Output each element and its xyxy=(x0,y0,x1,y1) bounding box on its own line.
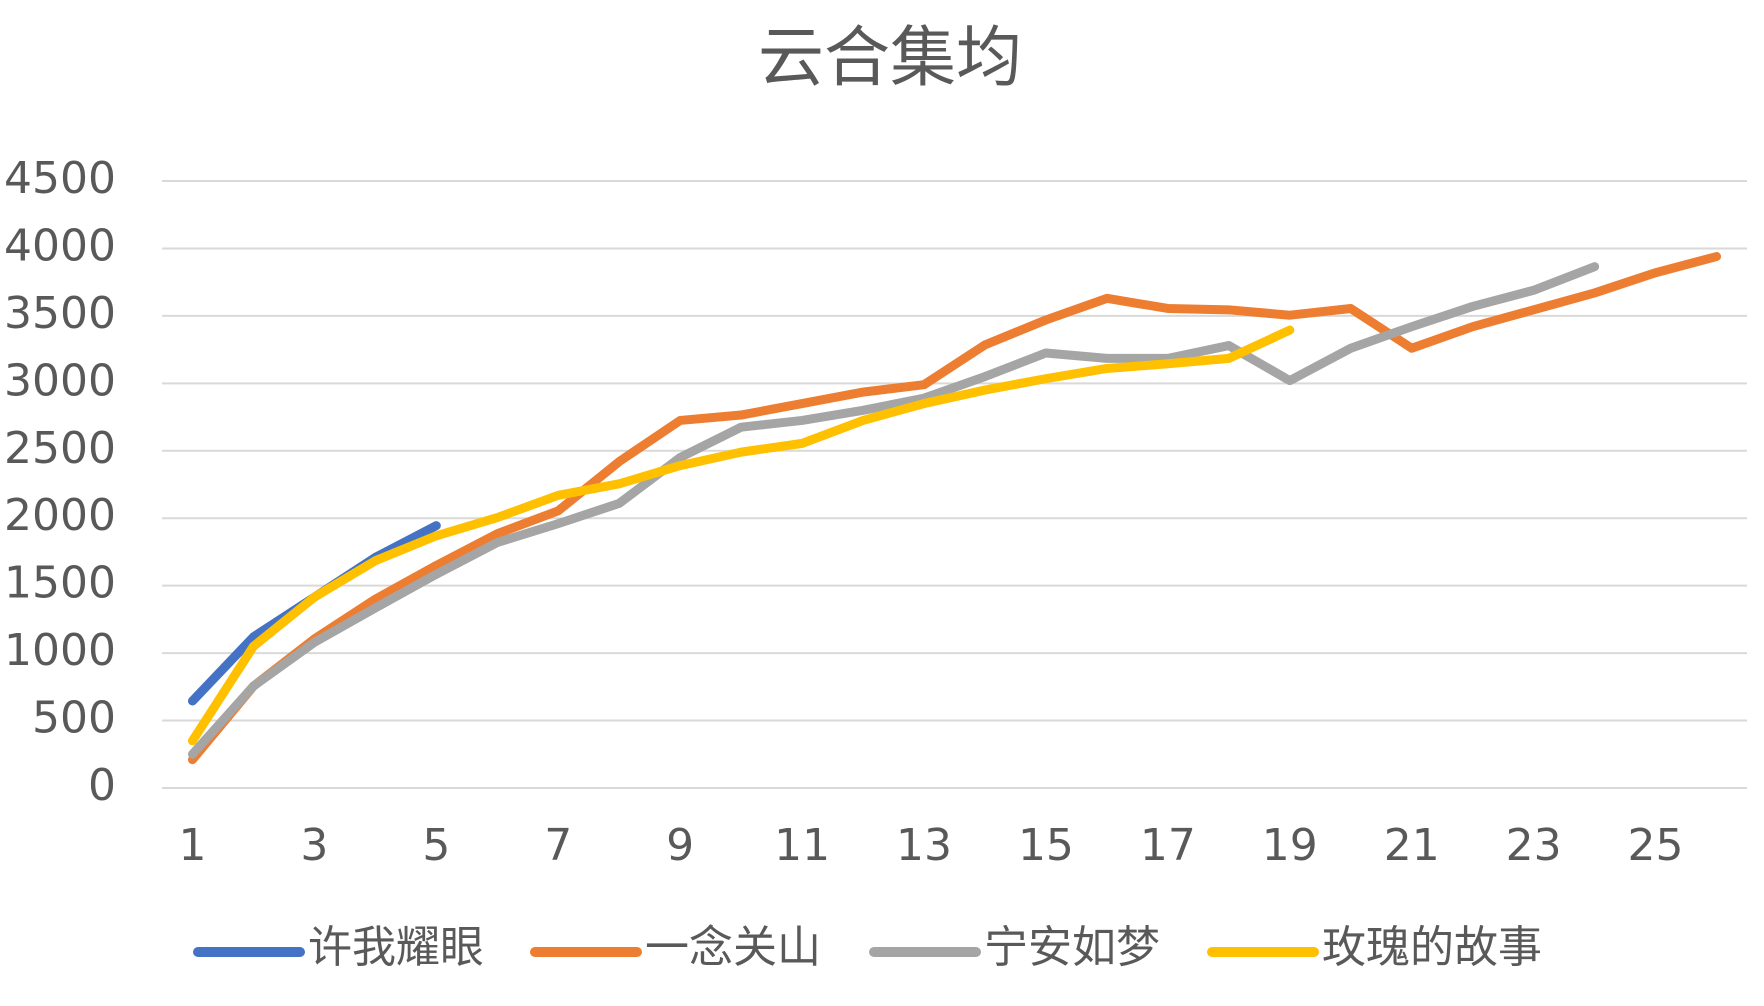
x-tick-label: 15 xyxy=(1018,820,1074,871)
x-tick-label: 11 xyxy=(774,820,830,871)
x-tick-label: 9 xyxy=(666,820,694,871)
series-line xyxy=(187,325,1295,746)
x-tick-label: 23 xyxy=(1506,820,1562,871)
y-tick-label: 1500 xyxy=(4,558,116,609)
x-tick-label: 25 xyxy=(1628,820,1684,871)
x-tick-label: 17 xyxy=(1140,820,1196,871)
x-tick-label: 5 xyxy=(422,820,450,871)
y-tick-label: 4000 xyxy=(4,220,116,271)
legend-label: 玫瑰的故事 xyxy=(1322,922,1542,973)
series-line xyxy=(187,252,1722,765)
x-tick-label: 1 xyxy=(178,820,206,871)
x-tick-label: 19 xyxy=(1262,820,1318,871)
chart-title: 云合集均 xyxy=(758,19,1022,96)
x-tick-label: 13 xyxy=(896,820,952,871)
y-tick-label: 2000 xyxy=(4,490,116,541)
y-tick-label: 3000 xyxy=(4,355,116,406)
x-tick-label: 3 xyxy=(300,820,328,871)
x-tick-label: 21 xyxy=(1384,820,1440,871)
y-tick-label: 500 xyxy=(32,693,116,744)
legend-label: 许我耀眼 xyxy=(308,922,484,973)
y-tick-label: 0 xyxy=(88,760,116,811)
series-line xyxy=(187,262,1600,759)
y-tick-label: 3500 xyxy=(4,288,116,339)
x-tick-label: 7 xyxy=(544,820,572,871)
y-tick-label: 4500 xyxy=(4,153,116,204)
legend-label: 一念关山 xyxy=(645,922,821,973)
y-tick-label: 1000 xyxy=(4,625,116,676)
legend-label: 宁安如梦 xyxy=(984,922,1160,973)
y-tick-label: 2500 xyxy=(4,423,116,474)
